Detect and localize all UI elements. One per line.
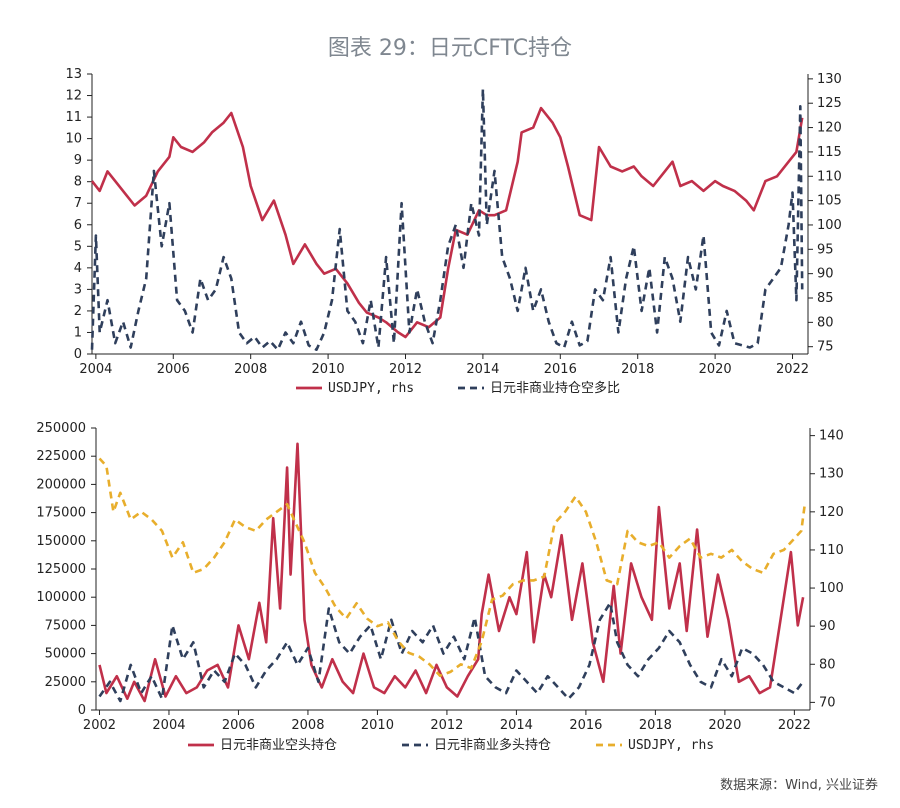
left-tick-label: 225000 (36, 449, 86, 464)
series-line-2 (98, 601, 805, 703)
left-tick-label: 8 (74, 175, 82, 190)
legend-label: 日元非商业持仓空多比 (490, 380, 620, 396)
legend-label: 日元非商业空头持仓 (220, 738, 337, 753)
x-tick-label: 2016 (569, 718, 602, 733)
source-note: 数据来源：Wind, 兴业证券 (720, 778, 878, 793)
x-tick-label: 2010 (361, 718, 394, 733)
x-tick-label: 2012 (430, 718, 463, 733)
x-tick-label: 2008 (291, 718, 324, 733)
right-tick-label: 100 (819, 581, 844, 596)
x-tick-label: 2018 (639, 718, 672, 733)
right-tick-label: 105 (817, 194, 842, 209)
right-tick-label: 130 (817, 72, 842, 87)
left-tick-label: 50000 (45, 647, 86, 662)
legend-label: 日元非商业多头持仓 (434, 737, 551, 753)
left-tick-label: 0 (78, 703, 86, 718)
x-tick-label: 2006 (222, 718, 255, 733)
right-tick-label: 90 (817, 267, 834, 282)
right-tick-label: 70 (819, 695, 836, 710)
left-tick-label: 10 (65, 132, 82, 147)
x-tick-label: 2020 (699, 362, 732, 377)
series-line-1 (98, 442, 805, 703)
left-tick-label: 13 (65, 67, 82, 82)
left-tick-label: 2 (74, 304, 82, 319)
left-tick-label: 5 (74, 239, 82, 254)
left-tick-label: 12 (65, 89, 82, 104)
x-tick-label: 2010 (312, 362, 345, 377)
left-tick-label: 175000 (36, 506, 86, 521)
x-tick-label: 2018 (621, 362, 654, 377)
x-tick-label: 2006 (157, 362, 190, 377)
left-tick-label: 150000 (36, 534, 86, 549)
left-tick-label: 100000 (36, 590, 86, 605)
right-tick-label: 90 (819, 619, 836, 634)
right-tick-label: 140 (819, 429, 844, 444)
right-tick-label: 120 (817, 121, 842, 136)
left-tick-label: 125000 (36, 562, 86, 577)
right-tick-label: 95 (817, 242, 834, 257)
series-line-3 (98, 457, 807, 678)
x-tick-label: 2012 (389, 362, 422, 377)
right-tick-label: 100 (817, 218, 842, 233)
series-line-2 (90, 87, 804, 352)
left-tick-label: 250000 (36, 421, 86, 436)
right-tick-label: 80 (819, 657, 836, 672)
right-tick-label: 110 (819, 543, 844, 558)
legend-label: USDJPY, rhs (628, 738, 714, 753)
left-tick-label: 6 (74, 218, 82, 233)
x-tick-label: 2016 (544, 362, 577, 377)
chart-yen-short-long-ratio: 0123456789101112137580859095100105110115… (65, 67, 842, 396)
right-tick-label: 75 (817, 340, 834, 355)
right-tick-label: 85 (817, 291, 834, 306)
left-tick-label: 9 (74, 153, 82, 168)
left-tick-label: 7 (74, 196, 82, 211)
x-tick-label: 2014 (466, 362, 499, 377)
right-tick-label: 130 (819, 467, 844, 482)
x-tick-label: 2004 (79, 362, 112, 377)
left-tick-label: 3 (74, 282, 82, 297)
x-tick-label: 2022 (778, 718, 811, 733)
chart-title: 图表 29：日元CFTC持仓 (327, 36, 573, 61)
x-tick-label: 2022 (776, 362, 809, 377)
x-tick-label: 2002 (83, 718, 116, 733)
series-line-1 (90, 106, 804, 339)
right-tick-label: 80 (817, 315, 834, 330)
left-tick-label: 25000 (45, 675, 86, 690)
x-tick-label: 2014 (500, 718, 533, 733)
right-tick-label: 125 (817, 96, 842, 111)
left-tick-label: 1 (74, 325, 82, 340)
right-tick-label: 115 (817, 145, 842, 160)
right-tick-label: 120 (819, 505, 844, 520)
left-tick-label: 0 (74, 347, 82, 362)
left-tick-label: 11 (65, 110, 82, 125)
x-tick-label: 2020 (708, 718, 741, 733)
left-tick-label: 4 (74, 261, 82, 276)
left-tick-label: 75000 (45, 618, 86, 633)
right-tick-label: 110 (817, 169, 842, 184)
x-tick-label: 2008 (234, 362, 267, 377)
x-tick-label: 2004 (152, 718, 185, 733)
legend-label: USDJPY, rhs (328, 381, 414, 396)
left-tick-label: 200000 (36, 477, 86, 492)
